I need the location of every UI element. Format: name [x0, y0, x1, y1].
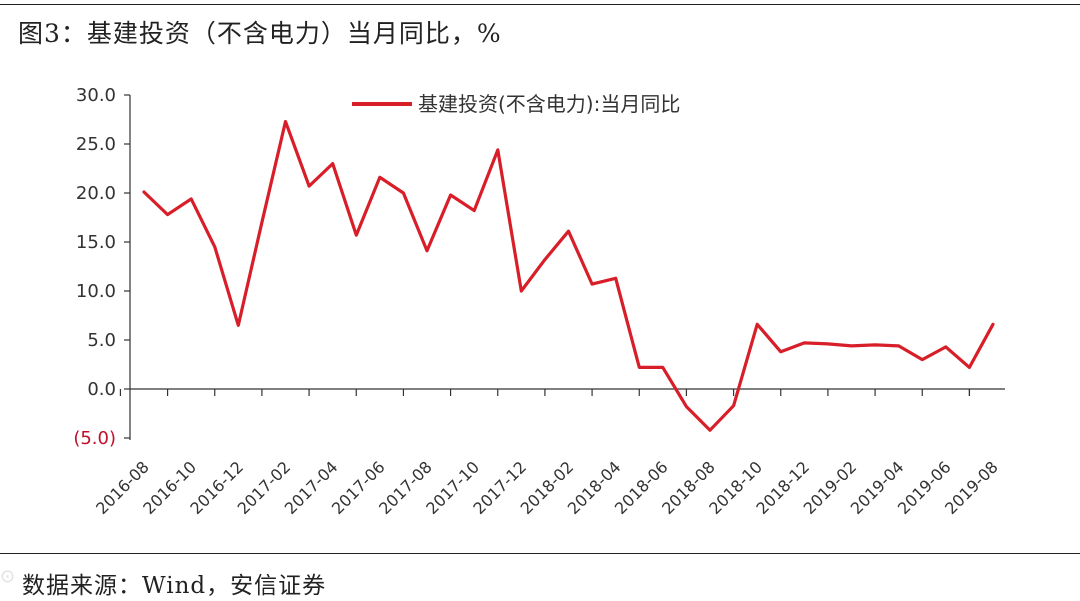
legend: 基建投资(不含电力):当月同比 — [352, 92, 680, 116]
data-source: 数据来源：Wind，安信证券 — [22, 573, 327, 599]
series-line — [142, 119, 995, 432]
y-tick-label: 0.0 — [87, 379, 116, 400]
chart-axes — [129, 95, 1005, 440]
x-axis-ticks: 2016-082016-102016-122017-022017-042017-… — [92, 389, 1002, 518]
watermark-logo: ⊙ — [0, 566, 16, 587]
legend-label: 基建投资(不含电力):当月同比 — [418, 92, 680, 116]
y-tick-label: 10.0 — [76, 281, 116, 302]
y-tick-label: 25.0 — [76, 134, 116, 155]
y-tick-label: 30.0 — [76, 85, 116, 106]
figure-title: 图3：基建投资（不含电力）当月同比，% — [18, 19, 502, 48]
bottom-rule — [0, 553, 1080, 554]
y-tick-label: 15.0 — [76, 232, 116, 253]
top-rule — [0, 4, 1080, 5]
y-tick-label: 20.0 — [76, 183, 116, 204]
line-chart: 30.0 25.0 20.0 15.0 10.0 5.0 0.0 (5.0) 2016-082… — [73, 85, 1005, 518]
y-axis-ticks: 30.0 25.0 20.0 15.0 10.0 5.0 0.0 (5.0) — [73, 85, 130, 449]
y-tick-label: 5.0 — [87, 330, 116, 351]
y-tick-label: (5.0) — [73, 428, 116, 449]
series-layer — [142, 119, 995, 432]
